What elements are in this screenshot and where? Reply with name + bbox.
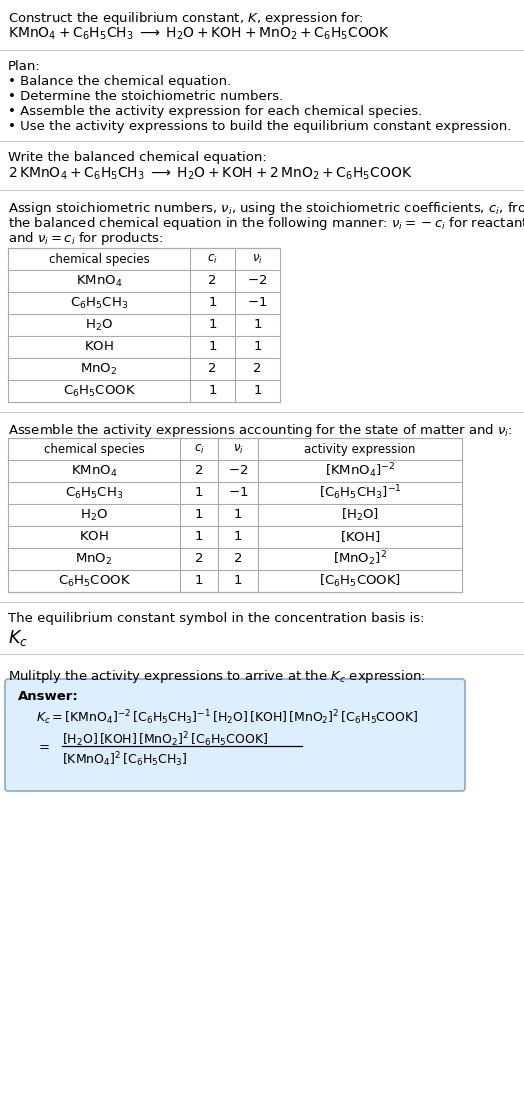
Text: • Determine the stoichiometric numbers.: • Determine the stoichiometric numbers. bbox=[8, 90, 283, 103]
FancyBboxPatch shape bbox=[5, 679, 465, 791]
Text: Assign stoichiometric numbers, $\nu_i$, using the stoichiometric coefficients, $: Assign stoichiometric numbers, $\nu_i$, … bbox=[8, 200, 524, 217]
Text: $\nu_i$: $\nu_i$ bbox=[233, 442, 244, 456]
Text: $\mathrm{KMnO_4 + C_6H_5CH_3 \;\longrightarrow\; H_2O + KOH + MnO_2 + C_6H_5COOK: $\mathrm{KMnO_4 + C_6H_5CH_3 \;\longrigh… bbox=[8, 26, 390, 43]
Text: 1: 1 bbox=[234, 530, 242, 543]
Text: Mulitply the activity expressions to arrive at the $K_c$ expression:: Mulitply the activity expressions to arr… bbox=[8, 668, 426, 685]
Text: $c_i$: $c_i$ bbox=[194, 442, 204, 456]
Text: 2: 2 bbox=[208, 362, 217, 376]
Text: Write the balanced chemical equation:: Write the balanced chemical equation: bbox=[8, 151, 267, 164]
Text: $K_c$: $K_c$ bbox=[8, 629, 28, 648]
Text: $=$: $=$ bbox=[36, 739, 50, 752]
Text: $-1$: $-1$ bbox=[247, 297, 268, 310]
Text: $\mathrm{KMnO_4}$: $\mathrm{KMnO_4}$ bbox=[76, 274, 122, 289]
Text: Construct the equilibrium constant, $K$, expression for:: Construct the equilibrium constant, $K$,… bbox=[8, 10, 364, 27]
Text: $\mathrm{C_6H_5CH_3}$: $\mathrm{C_6H_5CH_3}$ bbox=[70, 296, 128, 311]
Text: $[\mathrm{MnO_2}]^2$: $[\mathrm{MnO_2}]^2$ bbox=[333, 550, 387, 568]
Text: $-2$: $-2$ bbox=[247, 275, 268, 288]
Text: 1: 1 bbox=[208, 297, 217, 310]
Text: $c_i$: $c_i$ bbox=[207, 253, 218, 266]
Text: $\mathrm{MnO_2}$: $\mathrm{MnO_2}$ bbox=[80, 361, 118, 377]
Text: the balanced chemical equation in the following manner: $\nu_i = -c_i$ for react: the balanced chemical equation in the fo… bbox=[8, 215, 524, 232]
Text: 2: 2 bbox=[208, 275, 217, 288]
Text: $\mathrm{C_6H_5COOK}$: $\mathrm{C_6H_5COOK}$ bbox=[62, 383, 136, 399]
Text: $-2$: $-2$ bbox=[228, 464, 248, 477]
Text: Plan:: Plan: bbox=[8, 60, 41, 73]
Text: and $\nu_i = c_i$ for products:: and $\nu_i = c_i$ for products: bbox=[8, 230, 163, 247]
Text: $\mathrm{KOH}$: $\mathrm{KOH}$ bbox=[84, 341, 114, 354]
Text: 1: 1 bbox=[208, 341, 217, 354]
Text: activity expression: activity expression bbox=[304, 442, 416, 456]
Text: $K_c = [\mathrm{KMnO_4}]^{-2}\,[\mathrm{C_6H_5CH_3}]^{-1}\,[\mathrm{H_2O}]\,[\ma: $K_c = [\mathrm{KMnO_4}]^{-2}\,[\mathrm{… bbox=[36, 708, 418, 727]
Text: • Balance the chemical equation.: • Balance the chemical equation. bbox=[8, 74, 231, 88]
Text: chemical species: chemical species bbox=[43, 442, 145, 456]
Text: 1: 1 bbox=[195, 575, 203, 588]
Text: $\mathrm{C_6H_5CH_3}$: $\mathrm{C_6H_5CH_3}$ bbox=[65, 485, 123, 500]
Text: 2: 2 bbox=[195, 464, 203, 477]
Text: 1: 1 bbox=[208, 319, 217, 332]
Text: $[\mathrm{KMnO_4}]^{-2}$: $[\mathrm{KMnO_4}]^{-2}$ bbox=[325, 462, 395, 481]
Text: 1: 1 bbox=[195, 486, 203, 499]
Text: $\nu_i$: $\nu_i$ bbox=[252, 253, 263, 266]
Text: 1: 1 bbox=[253, 384, 262, 397]
Text: $\mathrm{KOH}$: $\mathrm{KOH}$ bbox=[79, 530, 109, 543]
Text: $-1$: $-1$ bbox=[228, 486, 248, 499]
Text: $\mathrm{KMnO_4}$: $\mathrm{KMnO_4}$ bbox=[71, 463, 117, 479]
Text: $\mathrm{H_2O}$: $\mathrm{H_2O}$ bbox=[85, 318, 113, 333]
Text: Assemble the activity expressions accounting for the state of matter and $\nu_i$: Assemble the activity expressions accoun… bbox=[8, 422, 512, 439]
Text: 2: 2 bbox=[195, 553, 203, 565]
Text: chemical species: chemical species bbox=[49, 253, 149, 265]
Text: $[\mathrm{KMnO_4}]^2\,[\mathrm{C_6H_5CH_3}]$: $[\mathrm{KMnO_4}]^2\,[\mathrm{C_6H_5CH_… bbox=[62, 750, 188, 769]
Text: $\mathrm{2\,KMnO_4 + C_6H_5CH_3 \;\longrightarrow\; H_2O + KOH + 2\,MnO_2 + C_6H: $\mathrm{2\,KMnO_4 + C_6H_5CH_3 \;\longr… bbox=[8, 166, 412, 183]
Text: 1: 1 bbox=[195, 530, 203, 543]
Text: 1: 1 bbox=[253, 319, 262, 332]
Text: The equilibrium constant symbol in the concentration basis is:: The equilibrium constant symbol in the c… bbox=[8, 612, 424, 625]
Bar bbox=[8, 247, 280, 402]
Text: 1: 1 bbox=[208, 384, 217, 397]
Text: $[\mathrm{KOH}]$: $[\mathrm{KOH}]$ bbox=[340, 530, 380, 544]
Text: $[\mathrm{C_6H_5COOK}]$: $[\mathrm{C_6H_5COOK}]$ bbox=[319, 573, 401, 589]
Text: • Assemble the activity expression for each chemical species.: • Assemble the activity expression for e… bbox=[8, 105, 422, 118]
Text: $\mathrm{MnO_2}$: $\mathrm{MnO_2}$ bbox=[75, 552, 113, 566]
Text: • Use the activity expressions to build the equilibrium constant expression.: • Use the activity expressions to build … bbox=[8, 120, 511, 132]
Text: 1: 1 bbox=[234, 508, 242, 521]
Text: 1: 1 bbox=[195, 508, 203, 521]
Text: $\mathrm{H_2O}$: $\mathrm{H_2O}$ bbox=[80, 507, 108, 522]
Text: 1: 1 bbox=[234, 575, 242, 588]
Text: $[\mathrm{H_2O}]$: $[\mathrm{H_2O}]$ bbox=[341, 507, 379, 523]
Text: $[\mathrm{C_6H_5CH_3}]^{-1}$: $[\mathrm{C_6H_5CH_3}]^{-1}$ bbox=[319, 484, 401, 503]
Text: 2: 2 bbox=[234, 553, 242, 565]
Bar bbox=[8, 438, 462, 592]
Text: $\mathrm{C_6H_5COOK}$: $\mathrm{C_6H_5COOK}$ bbox=[58, 574, 130, 588]
Text: $[\mathrm{H_2O}]\,[\mathrm{KOH}]\,[\mathrm{MnO_2}]^2\,[\mathrm{C_6H_5COOK}]$: $[\mathrm{H_2O}]\,[\mathrm{KOH}]\,[\math… bbox=[62, 730, 268, 749]
Text: 1: 1 bbox=[253, 341, 262, 354]
Text: Answer:: Answer: bbox=[18, 690, 79, 703]
Text: 2: 2 bbox=[253, 362, 262, 376]
